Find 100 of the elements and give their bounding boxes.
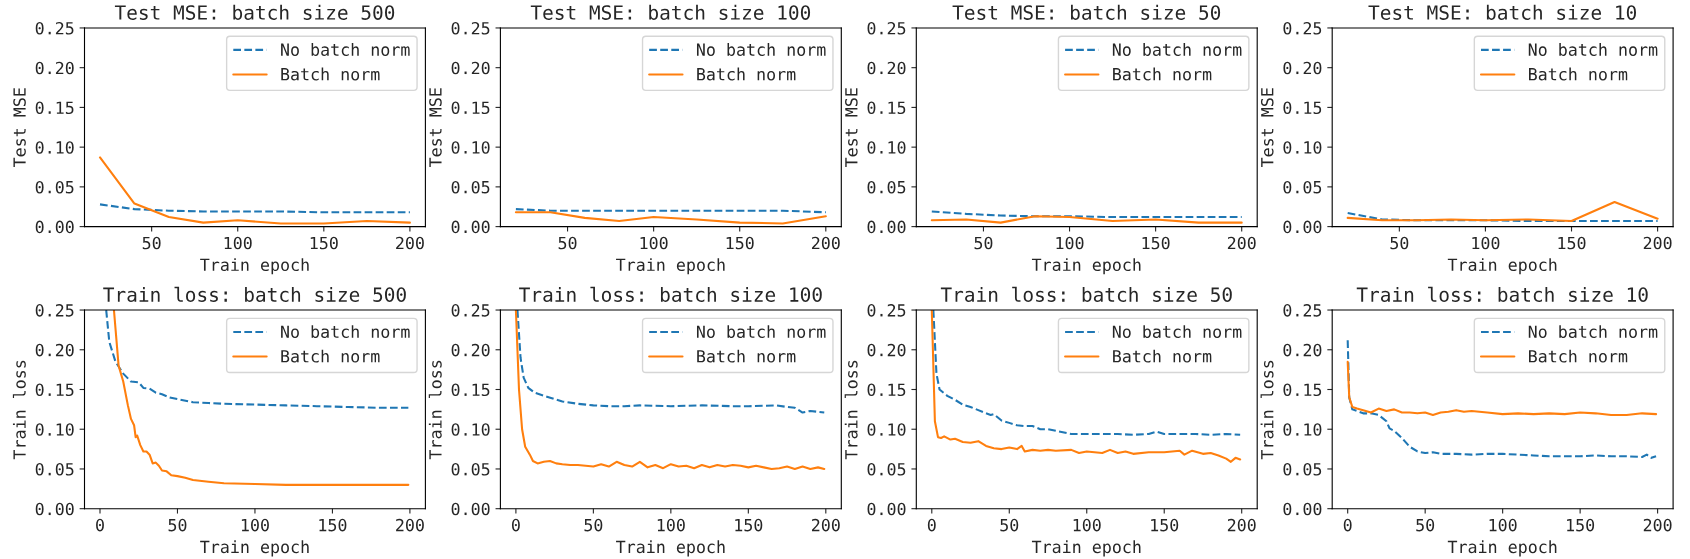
line-series — [105, 310, 410, 409]
y-tick-label: 0.10 — [35, 423, 74, 436]
y-axis-title: Test MSE — [845, 88, 858, 168]
legend-label: No batch norm — [696, 43, 826, 56]
legend-label: No batch norm — [696, 325, 826, 339]
x-tick-label: 200 — [396, 518, 424, 532]
x-tick-label: 200 — [811, 518, 840, 532]
y-axis-title: Train loss — [12, 360, 26, 460]
y-axis-title: Train loss — [844, 360, 858, 460]
x-tick-label: 50 — [1416, 518, 1435, 532]
line-series — [98, 203, 411, 214]
x-tick-label: 200 — [1643, 518, 1672, 532]
x-tick-label: 50 — [1000, 518, 1019, 532]
y-tick-label: 0.15 — [35, 383, 74, 397]
line-series — [514, 310, 826, 470]
legend-label: Batch norm — [1529, 67, 1628, 81]
line-series — [514, 211, 827, 225]
x-tick-label: 50 — [974, 236, 993, 250]
y-tick-label: 0.10 — [1283, 423, 1322, 436]
legend-label: No batch norm — [1528, 325, 1658, 339]
chart-title: Test MSE: batch size 500 — [114, 4, 395, 20]
y-axis-title: Train loss — [428, 360, 442, 460]
y-tick-label: 0.20 — [1283, 61, 1322, 75]
x-tick-label: 100 — [1489, 518, 1517, 532]
y-tick-label: 0.10 — [451, 141, 490, 154]
y-axis-title: Test MSE — [13, 88, 26, 168]
chart-title: Train loss: batch size 50 — [940, 286, 1232, 302]
legend-label: No batch norm — [1112, 43, 1242, 56]
y-tick-label: 0.05 — [1283, 462, 1322, 476]
y-tick-label: 0.05 — [867, 462, 906, 476]
x-axis-title: Train epoch — [200, 258, 309, 275]
x-tick-label: 100 — [241, 518, 269, 532]
y-tick-label: 0.00 — [35, 502, 74, 516]
legend-label: No batch norm — [281, 43, 410, 56]
y-axis-title: Train loss — [1260, 360, 1274, 460]
y-tick-label: 0.20 — [867, 343, 906, 357]
x-tick-label: 100 — [1056, 236, 1084, 250]
y-tick-label: 0.00 — [867, 220, 906, 234]
y-axis-title: Test MSE — [1260, 88, 1274, 168]
y-tick-label: 0.25 — [451, 21, 490, 35]
legend-label: Batch norm — [281, 349, 380, 363]
line-series — [930, 215, 1243, 224]
x-axis-title: Train epoch — [200, 540, 309, 557]
legend-label: Batch norm — [697, 349, 796, 363]
chart-title: Test MSE: batch size 50 — [952, 4, 1221, 20]
y-tick-label: 0.05 — [35, 180, 74, 194]
y-tick-label: 0.25 — [1283, 21, 1322, 35]
x-axis-title: Train epoch — [1447, 540, 1557, 557]
line-series — [932, 310, 1242, 436]
x-tick-label: 50 — [584, 518, 603, 532]
chart-title: Train loss: batch size 100 — [519, 286, 822, 302]
legend-label: Batch norm — [1529, 349, 1628, 363]
y-tick-label: 0.20 — [35, 343, 74, 357]
x-tick-label: 100 — [640, 236, 668, 250]
x-axis-title: Train epoch — [616, 258, 725, 275]
y-tick-label: 0.25 — [35, 21, 74, 35]
x-tick-label: 50 — [1390, 236, 1409, 250]
x-tick-label: 100 — [657, 518, 685, 532]
x-tick-label: 0 — [511, 518, 520, 532]
y-tick-label: 0.05 — [867, 180, 906, 194]
x-tick-label: 150 — [319, 518, 347, 532]
x-tick-label: 50 — [168, 518, 187, 532]
legend-label: No batch norm — [1112, 325, 1242, 339]
x-tick-label: 0 — [1343, 518, 1352, 532]
x-axis-title: Train epoch — [1031, 540, 1141, 557]
legend-label: Batch norm — [697, 67, 796, 81]
x-tick-label: 0 — [96, 518, 104, 532]
x-tick-label: 150 — [735, 518, 763, 532]
legend-label: No batch norm — [281, 325, 410, 339]
y-tick-label: 0.25 — [35, 304, 74, 317]
x-tick-label: 200 — [1227, 518, 1256, 532]
y-axis-title: Test MSE — [429, 88, 442, 168]
y-tick-label: 0.20 — [867, 61, 906, 75]
y-tick-label: 0.00 — [451, 502, 490, 516]
x-axis-title: Train epoch — [616, 540, 725, 557]
y-tick-label: 0.00 — [1283, 502, 1322, 516]
y-tick-label: 0.05 — [451, 180, 490, 194]
x-tick-label: 0 — [927, 518, 936, 532]
x-tick-label: 200 — [811, 236, 840, 250]
legend-label: Batch norm — [281, 67, 380, 81]
x-tick-label: 200 — [396, 236, 424, 250]
y-tick-label: 0.05 — [451, 462, 490, 476]
line-series — [1346, 339, 1658, 459]
y-tick-label: 0.20 — [35, 61, 74, 75]
y-tick-label: 0.05 — [1283, 180, 1322, 194]
y-tick-label: 0.00 — [451, 220, 490, 234]
x-tick-label: 150 — [726, 236, 754, 250]
y-tick-label: 0.00 — [867, 502, 906, 516]
y-tick-label: 0.25 — [867, 21, 906, 35]
y-tick-label: 0.15 — [1283, 383, 1322, 397]
x-tick-label: 200 — [1227, 236, 1256, 250]
y-tick-label: 0.15 — [1283, 101, 1322, 115]
x-tick-label: 100 — [224, 236, 252, 250]
line-series — [930, 310, 1242, 463]
x-tick-label: 150 — [1567, 518, 1595, 532]
y-tick-label: 0.05 — [35, 462, 74, 476]
y-tick-label: 0.15 — [867, 383, 906, 397]
y-tick-label: 0.25 — [451, 304, 490, 317]
line-series — [1346, 200, 1659, 223]
y-tick-label: 0.00 — [35, 220, 74, 234]
